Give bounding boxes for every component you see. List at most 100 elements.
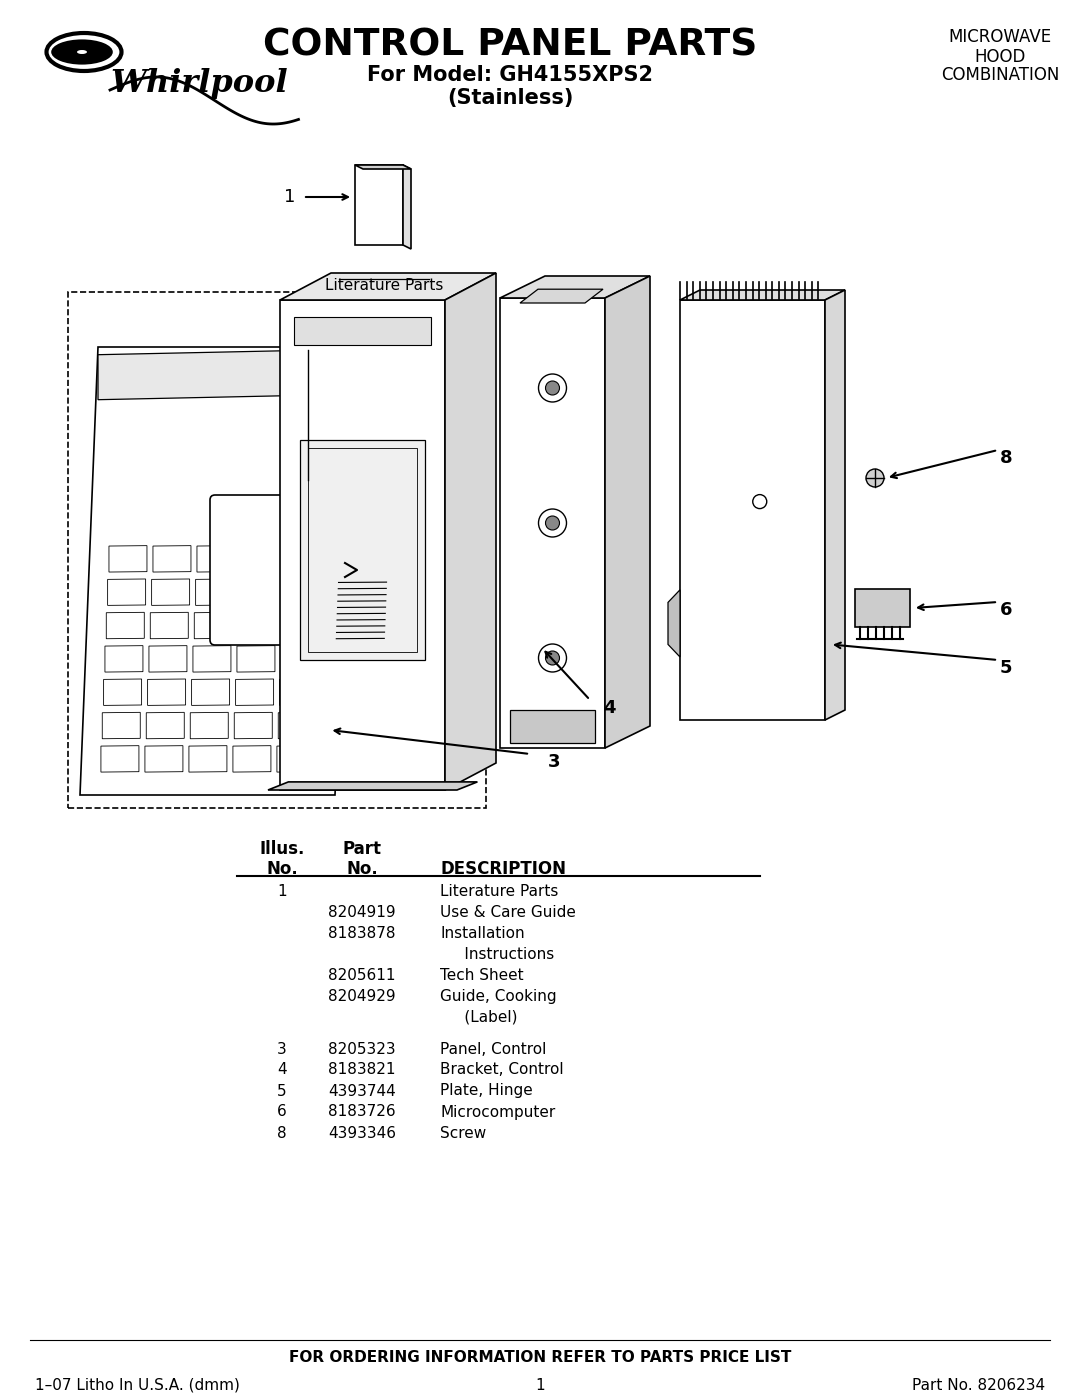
Circle shape: [866, 469, 885, 488]
Polygon shape: [151, 578, 190, 605]
Text: 8205323: 8205323: [328, 1042, 395, 1056]
Polygon shape: [680, 291, 845, 300]
Ellipse shape: [60, 43, 104, 61]
Ellipse shape: [68, 46, 96, 57]
Text: COMBINATION: COMBINATION: [941, 66, 1059, 84]
Polygon shape: [500, 298, 605, 747]
Text: Microcomputer: Microcomputer: [440, 1105, 555, 1119]
Polygon shape: [149, 645, 187, 672]
Polygon shape: [280, 300, 445, 789]
Text: Part No. 8206234: Part No. 8206234: [912, 1377, 1045, 1393]
Text: 5: 5: [278, 1084, 287, 1098]
Polygon shape: [195, 578, 233, 605]
Circle shape: [545, 381, 559, 395]
Polygon shape: [109, 546, 147, 571]
Polygon shape: [825, 291, 845, 719]
Text: No.: No.: [346, 861, 378, 877]
Polygon shape: [268, 782, 477, 789]
Polygon shape: [280, 272, 496, 300]
Text: Whirlpool: Whirlpool: [110, 68, 287, 99]
Text: (Label): (Label): [440, 1010, 517, 1025]
Ellipse shape: [77, 50, 87, 54]
Text: Panel, Control: Panel, Control: [440, 1042, 546, 1056]
Polygon shape: [240, 578, 278, 605]
Text: 1: 1: [284, 189, 295, 205]
Circle shape: [545, 515, 559, 529]
Polygon shape: [519, 289, 603, 303]
Bar: [308, 448, 417, 652]
Text: 8183726: 8183726: [328, 1105, 395, 1119]
Polygon shape: [281, 645, 319, 672]
Text: DESCRIPTION: DESCRIPTION: [440, 861, 566, 877]
Text: 4393744: 4393744: [328, 1084, 396, 1098]
Text: Guide, Cooking: Guide, Cooking: [440, 989, 556, 1004]
Polygon shape: [193, 645, 231, 672]
Polygon shape: [153, 546, 191, 571]
Polygon shape: [197, 546, 235, 571]
Circle shape: [539, 374, 567, 402]
Text: 4393346: 4393346: [328, 1126, 396, 1140]
Polygon shape: [105, 645, 143, 672]
Text: 8204919: 8204919: [328, 905, 395, 921]
Text: 8205611: 8205611: [328, 968, 395, 983]
Text: FOR ORDERING INFORMATION REFER TO PARTS PRICE LIST: FOR ORDERING INFORMATION REFER TO PARTS …: [288, 1350, 792, 1365]
Ellipse shape: [51, 39, 112, 64]
Text: 1: 1: [536, 1377, 544, 1393]
Polygon shape: [103, 712, 140, 739]
Circle shape: [539, 644, 567, 672]
Polygon shape: [190, 712, 228, 739]
Polygon shape: [100, 746, 139, 773]
Text: 1–07 Litho In U.S.A. (dmm): 1–07 Litho In U.S.A. (dmm): [35, 1377, 240, 1393]
Polygon shape: [605, 277, 650, 747]
Text: 6: 6: [278, 1105, 287, 1119]
Polygon shape: [237, 645, 275, 672]
Text: 1: 1: [278, 884, 287, 900]
Text: 3: 3: [548, 753, 561, 771]
Polygon shape: [855, 590, 910, 627]
Text: 8: 8: [1000, 448, 1013, 467]
Polygon shape: [239, 612, 276, 638]
Text: HOOD: HOOD: [974, 47, 1026, 66]
Text: Plate, Hinge: Plate, Hinge: [440, 1084, 532, 1098]
Bar: [300, 440, 426, 659]
Text: Literature Parts: Literature Parts: [325, 278, 443, 293]
Circle shape: [539, 509, 567, 536]
Text: Literature Parts: Literature Parts: [440, 884, 558, 900]
Polygon shape: [148, 679, 186, 705]
Polygon shape: [108, 578, 146, 605]
Polygon shape: [80, 346, 353, 795]
Text: Part: Part: [342, 840, 381, 858]
Text: 4: 4: [603, 698, 616, 717]
Polygon shape: [106, 612, 145, 638]
Text: Illus.: Illus.: [259, 840, 305, 858]
Polygon shape: [145, 746, 183, 773]
Polygon shape: [189, 746, 227, 773]
Text: MICROWAVE: MICROWAVE: [948, 28, 1052, 46]
Polygon shape: [284, 578, 322, 605]
Text: Use & Care Guide: Use & Care Guide: [440, 905, 576, 921]
Polygon shape: [235, 679, 273, 705]
Text: 3: 3: [278, 1042, 287, 1056]
Text: No.: No.: [266, 861, 298, 877]
Text: Tech Sheet: Tech Sheet: [440, 968, 524, 983]
Polygon shape: [280, 679, 318, 705]
Polygon shape: [233, 746, 271, 773]
Text: Instructions: Instructions: [440, 947, 554, 963]
Text: 5: 5: [1000, 659, 1013, 678]
Polygon shape: [285, 546, 323, 571]
Bar: [68, 292, 486, 807]
Polygon shape: [234, 712, 272, 739]
Text: Bracket, Control: Bracket, Control: [440, 1063, 564, 1077]
Text: Screw: Screw: [440, 1126, 486, 1140]
Text: 8183821: 8183821: [328, 1063, 395, 1077]
Polygon shape: [98, 351, 313, 400]
Polygon shape: [355, 165, 403, 244]
Text: 8183878: 8183878: [328, 926, 395, 942]
Polygon shape: [445, 272, 496, 789]
Circle shape: [753, 495, 767, 509]
Bar: [294, 317, 431, 345]
Text: Installation: Installation: [440, 926, 525, 942]
Polygon shape: [191, 679, 230, 705]
Polygon shape: [403, 165, 411, 249]
Polygon shape: [276, 746, 315, 773]
